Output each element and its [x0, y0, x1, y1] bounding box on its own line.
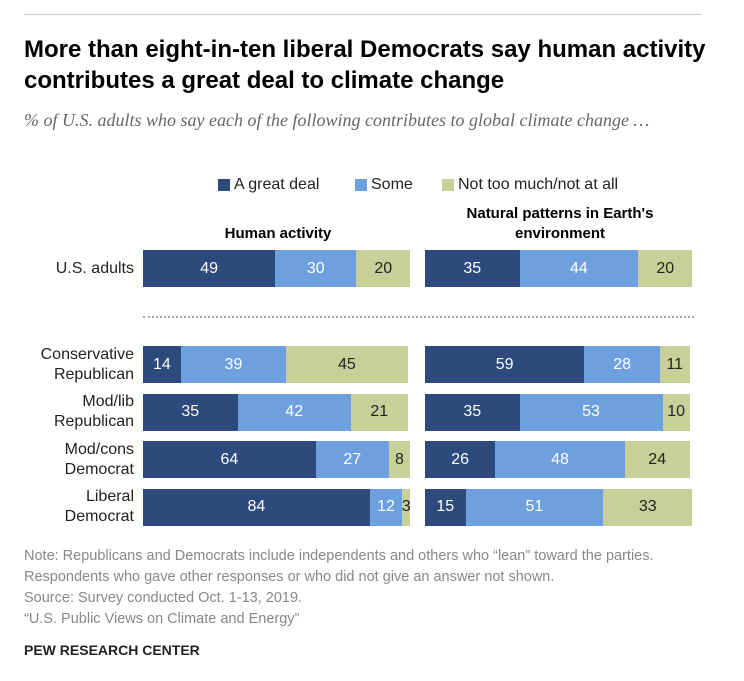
bar-segment: 35: [425, 393, 520, 431]
legend-label: A great deal: [234, 176, 320, 193]
bar-segment: 35: [425, 250, 520, 287]
category-label: Mod/lib Republican: [53, 393, 134, 430]
panel-title: Natural patterns in Earth's environment: [466, 205, 654, 242]
bar-segment: 28: [584, 346, 660, 383]
value-label: 20: [374, 259, 393, 277]
credit: PEW RESEARCH CENTER: [24, 642, 200, 658]
bar-segment: 3: [401, 488, 411, 526]
value-label: 84: [247, 498, 266, 515]
value-label: 59: [495, 355, 514, 373]
bar-segment: 64: [143, 441, 316, 478]
legend-swatch: [218, 179, 230, 191]
legend-swatch: [355, 179, 367, 191]
value-label: 11: [666, 355, 684, 373]
bar-segment: 51: [465, 488, 604, 526]
note: Note: Republicans and Democrats include …: [24, 548, 654, 585]
category-label: U.S. adults: [55, 259, 134, 277]
value-label: 53: [582, 403, 600, 420]
value-label: 35: [463, 403, 482, 420]
value-label: 48: [551, 450, 569, 468]
bar-segment: 24: [624, 441, 690, 478]
value-label: 44: [570, 259, 588, 277]
value-label: 3: [401, 498, 411, 515]
legend-item: Not too much/not at all: [442, 176, 618, 194]
value-label: 30: [306, 259, 325, 277]
bar-segment: 14: [143, 346, 181, 383]
value-label: 27: [343, 450, 362, 468]
bar-segment: 12: [369, 488, 403, 526]
value-label: 33: [638, 498, 657, 515]
legend-label: Not too much/not at all: [458, 176, 619, 193]
value-label: 24: [648, 450, 667, 468]
value-label: 42: [285, 403, 304, 420]
category-label: Mod/cons Democrat: [64, 440, 134, 478]
value-label: 10: [667, 403, 685, 420]
bar-segment: 49: [143, 250, 276, 287]
value-label: 21: [370, 403, 389, 420]
value-label: 26: [451, 450, 469, 468]
value-label: 45: [337, 355, 356, 373]
value-label: 20: [656, 259, 675, 277]
legend-item: A great deal: [218, 176, 319, 194]
bar-segment: 35: [143, 393, 238, 431]
separator: [143, 316, 694, 318]
top-rule: [24, 14, 702, 15]
chart-subtitle: % of U.S. adults who say each of the fol…: [24, 110, 650, 130]
panel-title: Human activity: [224, 225, 332, 242]
value-label: 8: [395, 450, 404, 468]
value-label: 51: [525, 498, 544, 515]
value-label: 15: [436, 498, 455, 515]
bar-segment: 26: [425, 441, 496, 478]
value-label: 28: [613, 355, 631, 373]
legend-label: Some: [371, 176, 413, 193]
source: Source: Survey conducted Oct. 1-13, 2019…: [24, 590, 303, 606]
report: “U.S. Public Views on Climate and Energy…: [24, 611, 300, 627]
bar-segment: 53: [519, 393, 663, 431]
bar-segment: 48: [495, 441, 625, 478]
value-label: 35: [181, 403, 200, 420]
bar-segment: 84: [143, 488, 370, 526]
value-label: 64: [220, 450, 239, 468]
bar-segment: 20: [356, 250, 411, 287]
bar-segment: 11: [659, 346, 690, 383]
bar-segment: 44: [519, 250, 639, 287]
legend-item: Some: [355, 176, 413, 194]
value-label: 49: [200, 259, 219, 277]
bar-segment: 59: [425, 346, 585, 383]
bar-segment: 20: [638, 250, 693, 287]
chart-title: More than eight-in-ten liberal Democrats…: [24, 36, 706, 94]
bar-segment: 10: [662, 393, 690, 431]
bar-segment: 27: [315, 441, 389, 478]
bar-segment: 39: [180, 346, 287, 383]
category-label: Liberal Democrat: [64, 488, 134, 525]
bar-segment: 21: [350, 393, 408, 431]
bar-segment: 30: [275, 250, 357, 287]
value-label: 14: [153, 355, 171, 373]
bar-segment: 42: [237, 393, 351, 431]
bar-segment: 45: [286, 346, 408, 383]
category-label: Conservative Republican: [40, 345, 134, 383]
bar-segment: 8: [388, 441, 411, 478]
value-label: 35: [463, 259, 482, 277]
bar-segment: 15: [425, 488, 466, 526]
legend-swatch: [442, 179, 454, 191]
bar-segment: 33: [603, 488, 693, 526]
value-label: 12: [377, 498, 395, 515]
value-label: 39: [224, 355, 243, 373]
